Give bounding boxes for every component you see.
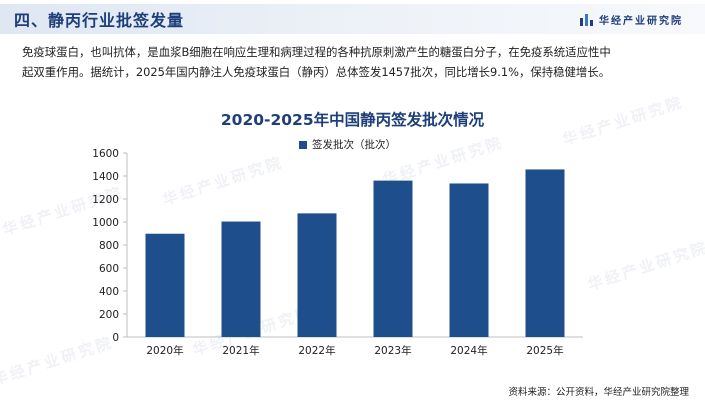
legend-swatch bbox=[299, 140, 307, 149]
y-tick-label: 800 bbox=[99, 240, 119, 252]
x-tick-label: 2024年 bbox=[450, 344, 487, 357]
y-tick-label: 0 bbox=[112, 332, 119, 344]
bar bbox=[297, 213, 337, 337]
intro-line-2: 起双重作用。据统计，2025年国内静注人免疫球蛋白（静丙）总体签发1457批次，… bbox=[22, 65, 611, 79]
bar bbox=[373, 180, 413, 337]
brand: 华经产业研究院 bbox=[580, 12, 683, 27]
y-tick-label: 200 bbox=[99, 309, 119, 321]
bar bbox=[449, 183, 489, 337]
source-note: 资料来源：公开资料，华经产业研究院整理 bbox=[508, 387, 689, 398]
intro-paragraph: 免疫球蛋白，也叫抗体，是血浆B细胞在响应生理和病理过程的各种抗原刺激产生的糖蛋白… bbox=[22, 42, 690, 82]
x-tick-label: 2025年 bbox=[526, 344, 563, 357]
y-tick-label: 400 bbox=[99, 286, 119, 298]
y-tick-label: 600 bbox=[99, 263, 119, 275]
y-tick-label: 1400 bbox=[92, 171, 119, 183]
x-tick-label: 2020年 bbox=[146, 344, 183, 357]
brand-logo-icon bbox=[580, 13, 594, 26]
x-tick-label: 2021年 bbox=[222, 344, 259, 357]
y-tick-label: 1600 bbox=[92, 148, 119, 160]
y-tick-label: 1000 bbox=[92, 217, 119, 229]
chart-title: 2020-2025年中国静丙签发批次情况 bbox=[220, 111, 485, 129]
chart-legend: 签发批次（批次） bbox=[299, 137, 396, 152]
bar bbox=[525, 169, 565, 337]
x-tick-label: 2023年 bbox=[374, 344, 411, 357]
brand-name: 华经产业研究院 bbox=[599, 16, 683, 27]
bar bbox=[145, 233, 185, 337]
page-title: 四、静丙行业批签发量 bbox=[14, 11, 185, 30]
bar bbox=[221, 221, 261, 337]
legend-label: 签发批次（批次） bbox=[312, 139, 396, 151]
intro-line-1: 免疫球蛋白，也叫抗体，是血浆B细胞在响应生理和病理过程的各种抗原刺激产生的糖蛋白… bbox=[22, 45, 611, 59]
y-tick-label: 1200 bbox=[92, 194, 119, 206]
x-tick-label: 2022年 bbox=[298, 344, 335, 357]
